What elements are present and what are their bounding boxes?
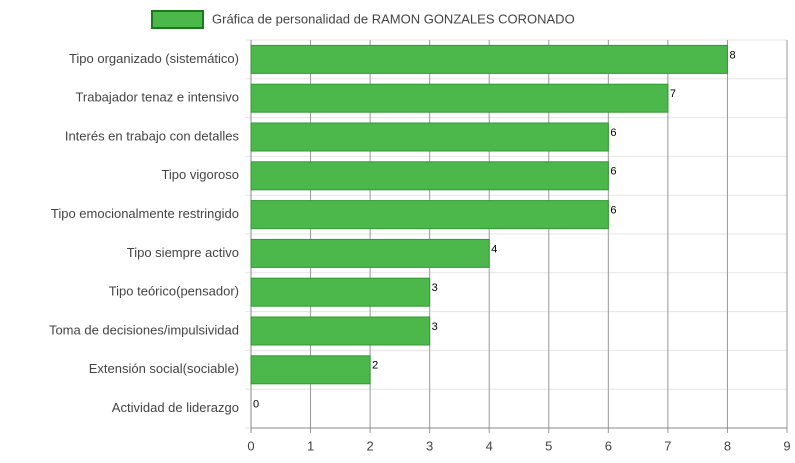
x-tick-label: 1 bbox=[307, 438, 314, 453]
x-tick-label: 3 bbox=[426, 438, 433, 453]
x-tick-label: 0 bbox=[247, 438, 254, 453]
x-tick-label: 9 bbox=[783, 438, 790, 453]
data-label: 2 bbox=[372, 360, 378, 372]
data-label: 0 bbox=[253, 399, 259, 411]
y-tick-label: Extensión social(sociable) bbox=[89, 361, 239, 376]
y-tick-label: Tipo vigoroso bbox=[161, 167, 239, 182]
bar bbox=[250, 238, 490, 268]
y-tick-label: Tipo emocionalmente restringido bbox=[51, 206, 239, 221]
data-label: 3 bbox=[432, 321, 438, 333]
y-tick-label: Trabajador tenaz e intensivo bbox=[75, 90, 239, 105]
x-tick-label: 5 bbox=[545, 438, 552, 453]
bar bbox=[250, 83, 669, 113]
data-label: 3 bbox=[432, 282, 438, 294]
legend-label: Gráfica de personalidad de RAMON GONZALE… bbox=[212, 11, 575, 26]
y-tick-label: Tipo siempre activo bbox=[127, 245, 239, 260]
y-tick-label: Tipo teórico(pensador) bbox=[109, 284, 239, 299]
data-label: 6 bbox=[610, 127, 616, 139]
x-tick-label: 6 bbox=[605, 438, 612, 453]
y-tick-label: Tipo organizado (sistemático) bbox=[69, 51, 239, 66]
x-tick-label: 2 bbox=[366, 438, 373, 453]
data-label: 7 bbox=[670, 88, 676, 100]
y-tick-label: Toma de decisiones/impulsividad bbox=[49, 322, 239, 337]
data-label: 6 bbox=[610, 166, 616, 178]
bar bbox=[250, 44, 728, 74]
x-tick-label: 7 bbox=[664, 438, 671, 453]
legend-swatch bbox=[151, 10, 204, 29]
data-label: 8 bbox=[729, 49, 735, 61]
y-tick-label: Actividad de liderazgo bbox=[112, 400, 239, 415]
x-tick-label: 8 bbox=[724, 438, 731, 453]
bar bbox=[250, 200, 609, 230]
data-label: 4 bbox=[491, 243, 497, 255]
x-tick-label: 4 bbox=[486, 438, 493, 453]
bar bbox=[250, 316, 431, 346]
bar bbox=[250, 277, 431, 307]
bar bbox=[250, 161, 609, 191]
data-label: 6 bbox=[610, 205, 616, 217]
bar bbox=[250, 122, 609, 152]
y-tick-label: Interés en trabajo con detalles bbox=[65, 128, 240, 143]
bar bbox=[250, 355, 371, 385]
